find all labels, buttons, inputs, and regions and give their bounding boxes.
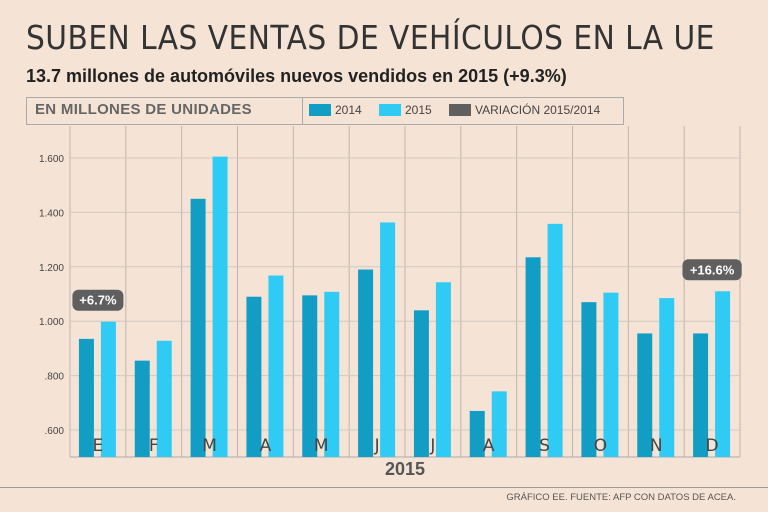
legend-item-2015: 2015 [379,103,432,117]
x-tick-label: A [260,436,272,456]
legend-divider [302,98,303,124]
bar-2014-1 [78,338,94,457]
bar-2015-1 [100,321,116,457]
bar-2014-3 [190,198,206,458]
bar-2015-8 [491,391,507,457]
y-tick-label: 1.200 [39,263,64,274]
variation-badge [682,259,742,281]
x-tick-label: E [93,436,104,456]
legend-item-2014: 2014 [309,103,362,117]
unit-label: EN MILLONES DE UNIDADES [35,101,252,118]
variation-label: +6.7% [79,293,117,308]
bar-2014-5 [302,295,318,457]
bar-2014-4 [246,296,262,457]
bar-2015-3 [212,156,228,457]
legend-swatch-2015 [379,104,401,116]
source-note: GRÁFICO EE. FUENTE: AFP CON DATOS DE ACE… [506,492,736,503]
variation-badge [72,289,124,311]
y-tick-label: 1.600 [39,154,64,165]
bar-2014-7 [413,310,429,457]
bar-2015-7 [435,282,451,457]
bar-2015-10 [603,292,619,457]
y-tick-label: 1.000 [39,317,64,328]
legend-label-2014: 2014 [335,103,362,117]
legend-label-2015: 2015 [405,103,432,117]
chart-title: SUBEN LAS VENTAS DE VEHÍCULOS EN LA UE [26,18,715,57]
bar-2014-2 [134,360,150,457]
chart-subtitle: 13.7 millones de automóviles nuevos vend… [26,66,567,86]
bar-2015-12 [715,291,731,457]
x-tick-label: N [650,436,663,456]
y-tick-label: .600 [45,426,65,437]
bar-2014-11 [637,333,653,457]
bar-2015-2 [156,340,172,457]
legend: EN MILLONES DE UNIDADES 2014 2015 VARIAC… [26,97,624,125]
bar-2015-5 [324,291,340,457]
bar-2014-12 [693,333,709,457]
x-tick-label: S [539,436,550,456]
bar-2014-10 [581,302,597,457]
x-axis-label: 2015 [385,459,425,479]
bar-2014-8 [469,410,485,457]
bar-2015-6 [380,222,396,457]
bar-2014-6 [358,269,374,457]
legend-label-variation: VARIACIÓN 2015/2014 [475,103,601,117]
x-tick-label: D [706,436,719,456]
x-tick-label: J [374,436,380,456]
legend-swatch-variation [449,104,471,116]
x-tick-label: A [483,436,495,456]
y-tick-label: 1.400 [39,208,64,219]
variation-label: +16.6% [690,262,735,277]
bar-2014-9 [525,257,541,457]
bar-2015-11 [659,298,675,457]
x-tick-label: F [149,436,159,456]
x-tick-label: J [429,436,435,456]
bar-2015-4 [268,275,284,457]
bar-2015-9 [547,223,563,457]
x-tick-label: M [202,436,217,456]
footer-divider [0,487,768,488]
x-tick-label: O [594,436,607,456]
legend-swatch-2014 [309,104,331,116]
legend-item-variation: VARIACIÓN 2015/2014 [449,103,600,117]
y-tick-label: .800 [45,372,65,383]
x-tick-label: M [314,436,329,456]
